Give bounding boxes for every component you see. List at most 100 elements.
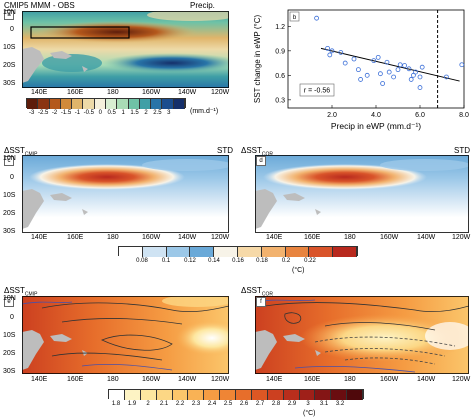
lon-label: 140W [417, 376, 436, 383]
colorbar-cell [162, 99, 174, 109]
colorbar-cell [172, 390, 189, 400]
lon-label: 140E [31, 89, 48, 96]
lat-label: 30S [3, 368, 16, 375]
scatter-point [377, 71, 383, 77]
panel-c-variable: STD [217, 146, 233, 155]
lat-label: 0 [10, 26, 14, 33]
scatter-point [410, 72, 416, 78]
lat-label: 20S [3, 350, 16, 357]
panel-a-colorbar-unit: (mm.d⁻¹) [190, 108, 219, 115]
colorbar-tick-label: -1.5 [60, 110, 72, 116]
lon-label: 180 [344, 234, 356, 241]
colorbar-tick-label: -2.5 [37, 110, 49, 116]
title-subscript: CMIP [24, 151, 38, 158]
colorbar-cell [72, 99, 84, 109]
lon-label: 140E [31, 376, 48, 383]
lon-label: 120W [211, 89, 230, 96]
colorbar-cell [119, 247, 143, 257]
colorbar-cell [166, 247, 191, 257]
colorbar-tick-label: 0.1 [161, 258, 171, 264]
title-delta: ΔSST [241, 286, 262, 295]
panel-a-title: CMIP5 MMM - OBS [4, 1, 75, 10]
lon-label: 160W [142, 234, 161, 241]
scatter-point [329, 48, 335, 54]
lon-label: 120W [452, 234, 471, 241]
scatter-point [417, 74, 423, 80]
lon-label: 120W [211, 234, 230, 241]
scatter-point [338, 50, 344, 55]
colorbar-tick-label: -3 [29, 110, 35, 116]
panel-c-label: c [4, 156, 14, 166]
lat-label: 10N [3, 295, 16, 302]
scatter-point [419, 64, 425, 70]
regression-line [320, 47, 460, 82]
panel-a-colorbar-ticks: -3 -2.5 -2 -1.5 -1 -0.5 0 0.5 1 1.5 2 2.5 3 [26, 110, 186, 118]
title-subscript: COR [261, 151, 274, 158]
scatter-point [371, 58, 377, 64]
colorbar-tick-label: 2.5 [153, 110, 162, 116]
y-axis-label: SST change in eWP (°C) [253, 15, 262, 104]
colorbar-cell [117, 99, 129, 109]
colorbar-cell [267, 390, 284, 400]
panel-d-title: ΔSSTCOR [241, 146, 273, 160]
colorbar-tick-label: 2.8 [271, 401, 281, 407]
colorbar-tick-label: -2 [51, 110, 58, 116]
lon-label: 160W [142, 89, 161, 96]
colorbar-tick-label: 3.2 [335, 401, 345, 407]
colorbar-cell [140, 390, 157, 400]
colorbar-tick-label: 1 [121, 110, 125, 116]
colorbar-tick-label: 0.16 [232, 258, 244, 264]
colorbar-cell [94, 99, 106, 109]
colorbar-cell [309, 247, 334, 257]
title-delta: ΔSST [4, 286, 25, 295]
scatter-point [397, 62, 403, 68]
scatter-point [356, 67, 361, 73]
std-colorbar-ticks: 0.08 0.1 0.12 0.14 0.16 0.18 0.2 0.22 [118, 258, 358, 266]
std-colorbar-unit: (°C) [292, 267, 305, 274]
colorbar-tick-label: 0.5 [107, 110, 116, 116]
scatter-point [384, 59, 390, 65]
sst-std-map-cmip [22, 155, 232, 233]
colorbar-tick-label: 2.9 [287, 401, 297, 407]
colorbar-cell [128, 99, 140, 109]
precip-bias-map [22, 9, 242, 88]
panel-f-map [254, 296, 474, 374]
colorbar-cell [347, 390, 363, 400]
colorbar-cell [173, 99, 185, 109]
lat-label: 10S [3, 332, 16, 339]
colorbar-cell [237, 247, 262, 257]
colorbar-tick-label: 2.1 [159, 401, 169, 407]
colorbar-cell [83, 99, 95, 109]
colorbar-cell [236, 390, 252, 400]
colorbar-cell [285, 247, 310, 257]
scatter-point [391, 74, 397, 80]
lon-label: 160E [304, 234, 321, 241]
colorbar-cell [109, 390, 125, 400]
panel-e-label: e [4, 297, 14, 307]
panel-f-label: f [256, 297, 266, 307]
colorbar-tick-label: 3 [306, 401, 310, 407]
panel-b-label-box [289, 11, 300, 22]
colorbar-cell [124, 390, 141, 400]
scatter-point [413, 69, 419, 75]
scatter-point [406, 66, 412, 72]
lat-label: 20S [3, 62, 16, 69]
scatter-point [327, 52, 333, 58]
colorbar-tick-label: 2.6 [239, 401, 249, 407]
lon-label: 160W [380, 234, 399, 241]
colorbar-cell [188, 390, 205, 400]
lon-label: 180 [107, 376, 119, 383]
panel-b-scatter: b 2.0 4.0 6.0 8.0 0.3 0.6 0.9 1.2 Precip in eWP (… [250, 6, 470, 136]
panel-b-label: b [293, 15, 297, 21]
colorbar-cell [220, 390, 236, 400]
scatter-plot: b 2.0 4.0 6.0 8.0 0.3 0.6 0.9 1.2 Precip in eWP (… [253, 9, 469, 131]
colorbar-cell [60, 99, 73, 109]
colorbar-cell [261, 247, 286, 257]
scatter-point [459, 62, 465, 68]
colorbar-cell [204, 390, 221, 400]
colorbar-tick-label: 2.4 [207, 401, 217, 407]
correlation-box [299, 83, 335, 97]
lon-label: 160E [67, 376, 84, 383]
colorbar-cell [190, 247, 215, 257]
colorbar-cell [142, 247, 167, 257]
